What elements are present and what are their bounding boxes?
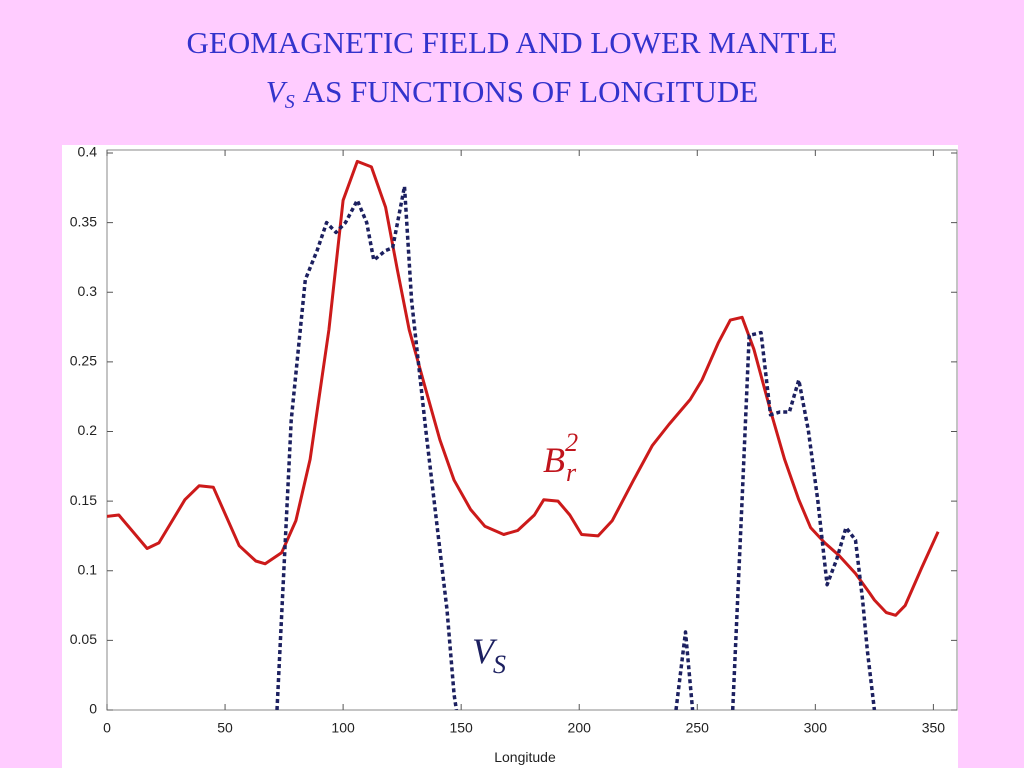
y-tick-label: 0.25 xyxy=(70,353,97,369)
x-axis-label: Longitude xyxy=(494,749,556,765)
title-subscript: S xyxy=(285,91,295,113)
y-tick-label: 0.1 xyxy=(78,561,98,577)
y-tick-label: 0.3 xyxy=(78,283,98,299)
x-tick-label: 250 xyxy=(686,720,710,736)
annotation-symbol: B xyxy=(543,440,565,480)
y-tick-label: 0.4 xyxy=(78,144,98,160)
plot-area xyxy=(107,159,940,710)
x-tick-label: 50 xyxy=(217,720,233,736)
y-tick-label: 0.2 xyxy=(78,422,98,438)
annotation-symbol: V xyxy=(472,631,498,671)
x-tick-label: 300 xyxy=(804,720,828,736)
x-tick-label: 0 xyxy=(103,720,111,736)
vs-line xyxy=(275,184,877,710)
x-tick-label: 150 xyxy=(449,720,473,736)
y-tick-label: 0.35 xyxy=(70,213,97,229)
plot-frame xyxy=(106,149,958,711)
chart-panel xyxy=(62,145,958,768)
annotation: VS xyxy=(472,631,506,679)
br2-line xyxy=(107,159,940,617)
annotation: Br2 xyxy=(543,428,578,487)
x-tick-label: 350 xyxy=(922,720,946,736)
x-tick-label: 100 xyxy=(331,720,355,736)
y-tick-label: 0 xyxy=(89,701,97,717)
x-tick-label: 200 xyxy=(568,720,592,736)
annotation-superscript: 2 xyxy=(565,428,578,457)
title-line-2: VS AS FUNCTIONS OF LONGITUDE xyxy=(266,74,758,113)
title-text: AS FUNCTIONS OF LONGITUDE xyxy=(303,74,759,109)
y-tick-label: 0.15 xyxy=(70,492,97,508)
title-symbol: V xyxy=(266,74,288,109)
annotation-subscript: r xyxy=(566,458,577,487)
annotation-subscript: S xyxy=(493,650,506,679)
title-line-1: GEOMAGNETIC FIELD AND LOWER MANTLE xyxy=(187,25,838,60)
y-tick-label: 0.05 xyxy=(70,631,97,647)
